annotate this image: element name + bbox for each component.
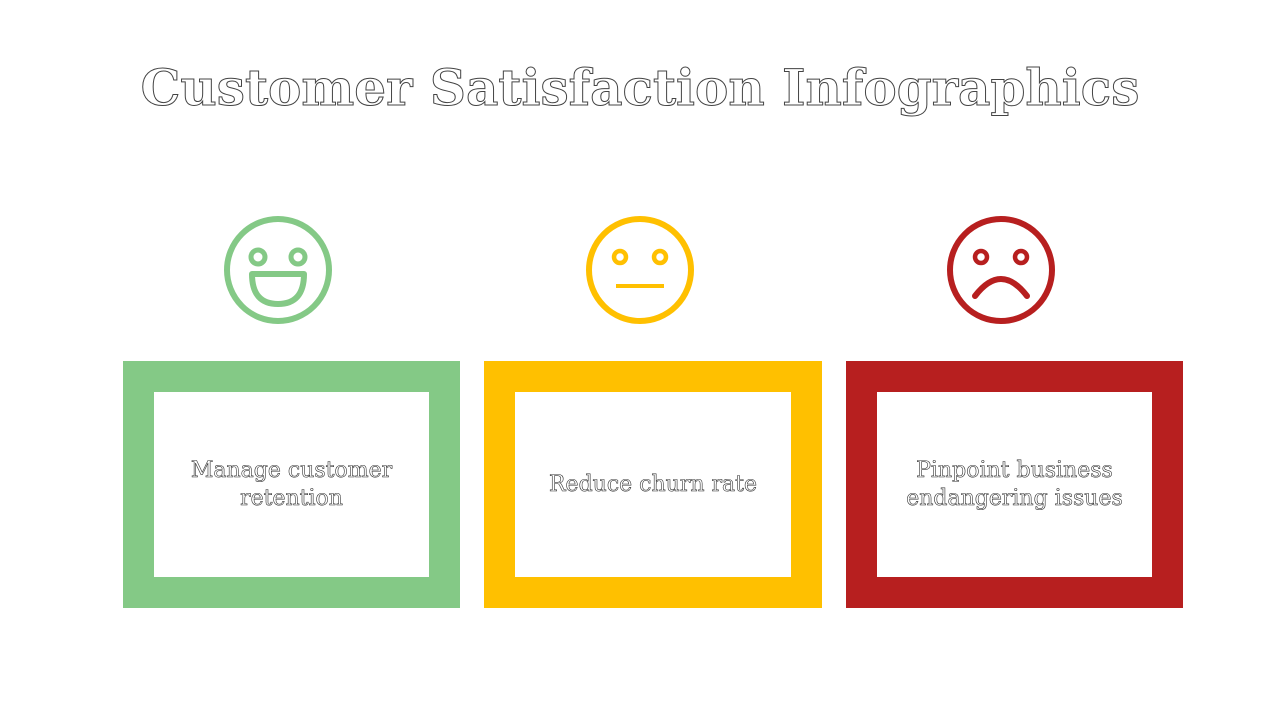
card-text: Pinpoint business endangering issues (906, 457, 1123, 511)
sad-face-icon (945, 214, 1057, 326)
card-text: Manage customer retention (190, 457, 393, 511)
neutral-face-icon (584, 214, 696, 326)
happy-face-icon (222, 214, 334, 326)
card-customer-retention: Manage customer retention (123, 361, 460, 608)
card-churn-rate: Reduce churn rate (484, 361, 822, 608)
slide-title: Customer Satisfaction Infographics (140, 58, 1140, 118)
card-text: Reduce churn rate (548, 471, 758, 497)
card-business-issues: Pinpoint business endangering issues (846, 361, 1183, 608)
